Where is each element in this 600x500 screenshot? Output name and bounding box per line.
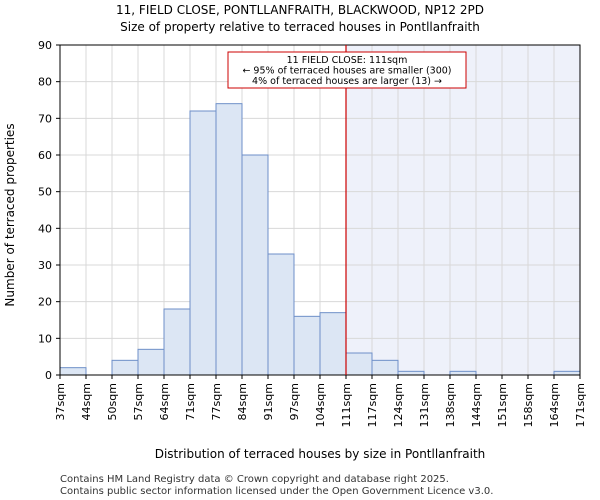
x-tick-label: 111sqm	[340, 383, 353, 427]
x-tick-label: 97sqm	[288, 383, 301, 420]
x-tick-label: 124sqm	[392, 383, 405, 427]
histogram-bar	[59, 367, 87, 376]
y-tick-label: 10	[38, 332, 52, 345]
histogram-bar	[163, 308, 191, 376]
annotation-text-line: 4% of terraced houses are larger (13) →	[252, 76, 442, 87]
histogram-bar	[267, 253, 295, 376]
annotation-box	[227, 51, 467, 89]
x-tick-label: 117sqm	[366, 383, 379, 427]
annotation-text-line: 11 FIELD CLOSE: 111sqm	[287, 55, 408, 66]
y-tick-label: 0	[45, 369, 52, 382]
x-tick-label: 57sqm	[132, 383, 145, 420]
x-tick-label: 64sqm	[158, 383, 171, 420]
y-axis-label: Number of terraced properties	[3, 123, 17, 306]
histogram-bar	[449, 370, 477, 376]
x-tick-label: 144sqm	[470, 383, 483, 427]
x-tick-label: 77sqm	[210, 383, 223, 420]
x-tick-label: 37sqm	[54, 383, 67, 420]
y-tick-label: 30	[38, 259, 52, 272]
x-tick-label: 104sqm	[314, 383, 327, 427]
x-tick-label: 44sqm	[80, 383, 93, 420]
histogram-bar	[189, 110, 217, 376]
x-tick-label: 50sqm	[106, 383, 119, 420]
footer-line-1: Contains HM Land Registry data © Crown c…	[60, 474, 449, 485]
histogram-bar	[241, 154, 269, 376]
histogram-bar	[553, 370, 581, 376]
histogram-bar	[345, 352, 373, 376]
histogram-bar	[137, 348, 165, 376]
x-tick-label: 158sqm	[522, 383, 535, 427]
histogram-bar	[319, 312, 347, 376]
y-tick-label: 80	[38, 76, 52, 89]
x-tick-label: 138sqm	[444, 383, 457, 427]
x-axis-label: Distribution of terraced houses by size …	[155, 447, 486, 461]
y-tick-label: 90	[38, 39, 52, 52]
x-tick-label: 84sqm	[236, 383, 249, 420]
plot-area: 0 10 20 30 40 50 60 70 80 90 37sqm 44sqm 50sqm 57sqm 6…	[38, 39, 587, 427]
histogram-bar	[371, 359, 399, 376]
histogram-bar	[111, 359, 139, 376]
histogram-bar	[215, 103, 243, 376]
y-tick-label: 60	[38, 149, 52, 162]
x-tick-label: 131sqm	[418, 383, 431, 427]
x-tick-label: 164sqm	[548, 383, 561, 427]
x-tick-label: 91sqm	[262, 383, 275, 420]
y-tick-label: 40	[38, 222, 52, 235]
annotation-text-line: ← 95% of terraced houses are smaller (30…	[242, 66, 451, 77]
y-tick-label: 50	[38, 186, 52, 199]
highlight-region	[346, 45, 580, 375]
chart-subtitle: Size of property relative to terraced ho…	[120, 20, 480, 34]
x-tick-label: 151sqm	[496, 383, 509, 427]
chart-title: 11, FIELD CLOSE, PONTLLANFRAITH, BLACKWO…	[116, 3, 484, 17]
histogram-bar	[293, 315, 321, 376]
y-tick-label: 70	[38, 112, 52, 125]
y-tick-label: 20	[38, 296, 52, 309]
footer-line-2: Contains public sector information licen…	[60, 486, 493, 497]
x-tick-label: 71sqm	[184, 383, 197, 420]
histogram-bar	[397, 370, 425, 376]
x-tick-label: 171sqm	[574, 383, 587, 427]
